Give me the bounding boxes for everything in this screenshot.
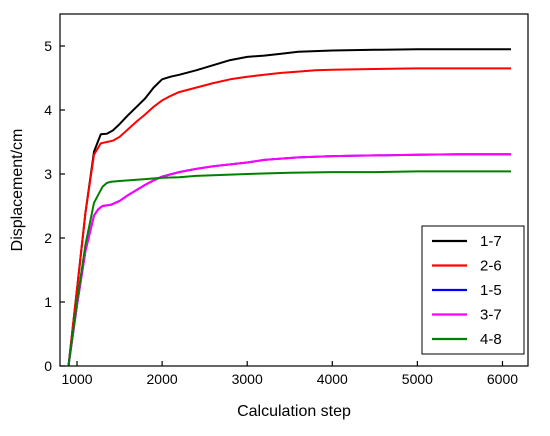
series-line-4-8	[67, 170, 511, 367]
y-tick-label: 1	[44, 294, 52, 310]
x-tick-label: 1000	[61, 371, 92, 387]
y-tick-label: 3	[44, 166, 52, 182]
y-tick-label: 0	[44, 358, 52, 374]
legend-label-4-8: 4-8	[480, 331, 502, 348]
legend-label-1-5: 1-5	[480, 282, 502, 299]
x-tick-label: 4000	[317, 371, 348, 387]
y-axis: 0 1 2 3 4 5	[44, 38, 65, 374]
series-line-3-7	[67, 153, 511, 367]
legend: 1-7 2-6 1-5 3-7 4-8	[421, 225, 525, 355]
x-tick-label: 6000	[487, 371, 518, 387]
y-tick-label: 2	[44, 230, 52, 246]
legend-label-3-7: 3-7	[480, 307, 502, 324]
y-axis-title: Displacement/cm	[9, 129, 26, 252]
series-line-1-7	[67, 48, 511, 367]
legend-label-1-7: 1-7	[480, 233, 502, 250]
x-axis: 1000 2000 3000 4000 5000 6000	[61, 361, 518, 387]
y-tick-label: 5	[44, 38, 52, 54]
x-axis-title: Calculation step	[237, 403, 351, 420]
x-tick-label: 2000	[147, 371, 178, 387]
plot-frame	[59, 13, 529, 367]
y-tick-label: 4	[44, 102, 52, 118]
x-tick-label: 3000	[232, 371, 263, 387]
series-line-2-6	[67, 67, 511, 367]
legend-label-2-6: 2-6	[480, 258, 502, 275]
plot-lines	[67, 48, 511, 367]
x-tick-label: 5000	[402, 371, 433, 387]
